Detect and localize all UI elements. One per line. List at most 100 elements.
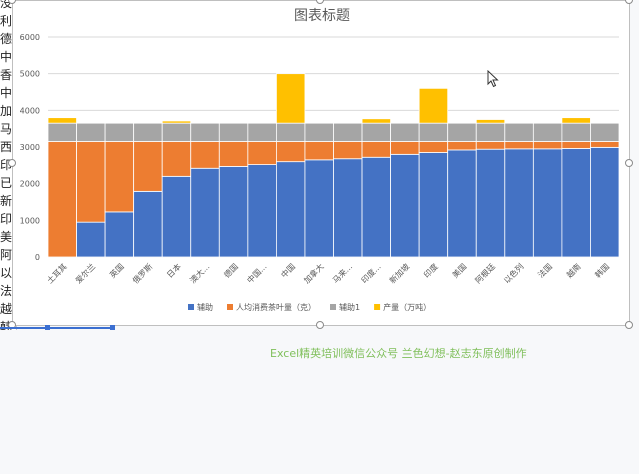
bar-segment-1[interactable] <box>590 141 620 148</box>
bar-segment-1[interactable] <box>361 141 391 158</box>
bar-segment-0[interactable] <box>590 146 620 258</box>
bar-segment-2[interactable] <box>104 122 135 142</box>
legend-item-label[interactable]: 辅助1 <box>339 302 360 312</box>
bar-segment-0[interactable] <box>190 167 220 258</box>
bar-segment-1[interactable] <box>133 141 163 192</box>
bar-segment-1[interactable] <box>47 141 77 258</box>
bar-segment-3[interactable] <box>275 73 306 124</box>
bar-segment-0[interactable] <box>390 153 420 258</box>
bar-segment-3[interactable] <box>47 117 77 124</box>
bar-segment-2[interactable] <box>590 122 620 142</box>
cell-text[interactable]: 加 <box>0 104 13 118</box>
bar-segment-0[interactable] <box>275 161 306 258</box>
cell-text[interactable]: 马 <box>0 122 13 136</box>
bar-segment-3[interactable] <box>561 117 591 124</box>
bar-segment-2[interactable] <box>475 122 506 142</box>
bar-segment-2[interactable] <box>390 122 420 142</box>
bar-segment-1[interactable] <box>275 141 306 163</box>
bar-segment-2[interactable] <box>133 122 163 142</box>
legend-item-label[interactable]: 辅助 <box>197 302 213 312</box>
bar-segment-1[interactable] <box>475 141 506 150</box>
bar-segment-0[interactable] <box>133 190 163 258</box>
x-tick-label: 德国 <box>222 261 240 279</box>
bar-segment-2[interactable] <box>76 122 106 142</box>
bar-segment-1[interactable] <box>390 141 420 155</box>
bar-segment-1[interactable] <box>247 141 277 166</box>
bar-segment-0[interactable] <box>218 166 249 258</box>
cell-text[interactable]: 德 <box>0 32 13 46</box>
bar-segment-2[interactable] <box>532 122 563 142</box>
chart-title[interactable]: 图表标题 <box>294 8 350 24</box>
bar-segment-1[interactable] <box>161 141 192 177</box>
cell-text[interactable]: 已 <box>0 176 13 190</box>
bar-segment-2[interactable] <box>247 122 277 142</box>
bar-segment-1[interactable] <box>76 141 106 223</box>
bar-segment-2[interactable] <box>418 122 449 142</box>
bar-segment-1[interactable] <box>304 141 334 161</box>
bar-segment-1[interactable] <box>190 141 220 169</box>
bar-segment-1[interactable] <box>561 141 591 149</box>
bar-segment-0[interactable] <box>161 175 192 258</box>
resize-handle-middle-right[interactable] <box>625 159 633 167</box>
bar-segment-0[interactable] <box>104 211 135 258</box>
cell-text[interactable]: 越 <box>0 302 13 316</box>
resize-handle-middle-left[interactable] <box>8 159 16 167</box>
bar-segment-0[interactable] <box>447 149 477 258</box>
bar-segment-2[interactable] <box>190 122 220 142</box>
bar-segment-2[interactable] <box>333 122 363 142</box>
bar-segment-2[interactable] <box>304 122 334 142</box>
bar-segment-2[interactable] <box>361 122 391 142</box>
cell-text[interactable]: 韩 <box>0 320 13 330</box>
footer-note: Excel精英培训微信公众号 兰色幻想-赵志东原创制作 <box>270 347 527 360</box>
bar-segment-3[interactable] <box>361 118 391 124</box>
bar-segment-2[interactable] <box>218 122 249 142</box>
legend-swatch <box>374 304 381 310</box>
bar-segment-1[interactable] <box>532 141 563 150</box>
chart-object[interactable]: 图表标题 0 1000 2000 3000 4000 5000 6000 土耳其 爱尔兰 英国俄… <box>12 0 630 326</box>
bar-segment-0[interactable] <box>504 148 534 258</box>
cell-text[interactable]: 西 <box>0 140 13 154</box>
bar-segment-2[interactable] <box>47 122 77 142</box>
legend-item-label[interactable]: 人均消费茶叶量（克） <box>236 302 316 312</box>
bar-segment-0[interactable] <box>561 148 591 258</box>
bar-segment-0[interactable] <box>418 152 449 258</box>
selection-handle[interactable] <box>45 325 50 330</box>
bar-segment-0[interactable] <box>247 164 277 258</box>
bar-segment-0[interactable] <box>475 148 506 258</box>
bar-segment-2[interactable] <box>161 122 192 142</box>
resize-handle-bottom-middle[interactable] <box>316 321 324 329</box>
legend-item-label[interactable]: 产量（万吨） <box>383 302 431 312</box>
bar-segment-1[interactable] <box>504 141 534 150</box>
cell-text[interactable]: 以 <box>0 266 13 280</box>
cell-text[interactable]: 中 <box>0 50 13 64</box>
cell-text[interactable]: 阿 <box>0 248 13 262</box>
bar-segment-2[interactable] <box>504 122 534 142</box>
bar-segment-0[interactable] <box>76 221 106 258</box>
cell-text[interactable]: 中 <box>0 86 13 100</box>
bar-segment-0[interactable] <box>333 158 363 258</box>
cell-text[interactable]: 印 <box>0 212 13 226</box>
cell-text[interactable]: 香 <box>0 68 13 82</box>
bar-segment-0[interactable] <box>361 156 391 258</box>
bar-segment-3[interactable] <box>475 119 506 124</box>
bar-segment-0[interactable] <box>304 159 334 258</box>
cell-text[interactable]: 利 <box>0 14 13 28</box>
cell-text[interactable]: 美 <box>0 230 13 244</box>
bar-segment-2[interactable] <box>275 122 306 142</box>
bar-segment-2[interactable] <box>447 122 477 142</box>
bar-segment-1[interactable] <box>218 141 249 167</box>
resize-handle-top-right[interactable] <box>625 0 633 4</box>
bar-segment-0[interactable] <box>532 148 563 258</box>
cell-text[interactable]: 没 <box>0 0 13 10</box>
cell-text[interactable]: 新 <box>0 194 13 208</box>
selection-handle[interactable] <box>110 325 115 330</box>
bar-segment-3[interactable] <box>161 120 192 124</box>
bar-segment-3[interactable] <box>418 87 449 124</box>
cell-text[interactable]: 法 <box>0 284 13 298</box>
bar-segment-1[interactable] <box>104 141 135 213</box>
resize-handle-bottom-right[interactable] <box>625 321 633 329</box>
bar-segment-1[interactable] <box>418 141 449 153</box>
bar-segment-1[interactable] <box>447 141 477 151</box>
bar-segment-1[interactable] <box>333 141 363 160</box>
bar-segment-2[interactable] <box>561 122 591 142</box>
